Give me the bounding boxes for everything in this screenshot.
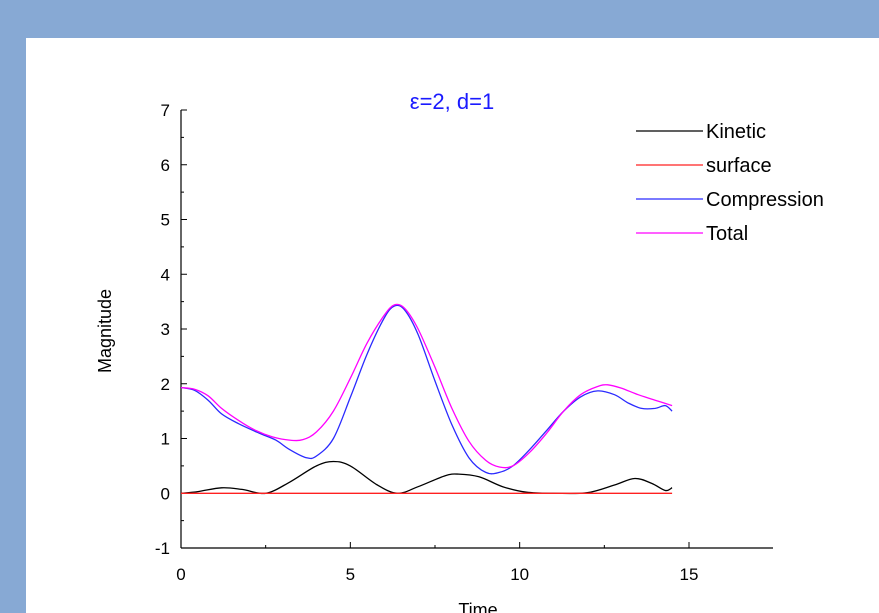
y-tick-label: 4 bbox=[161, 265, 170, 284]
x-axis-title: Time bbox=[458, 600, 497, 613]
y-tick-label: 6 bbox=[161, 156, 170, 175]
x-tick-label: 10 bbox=[510, 565, 529, 584]
y-tick-label: 1 bbox=[161, 430, 170, 449]
series-layer bbox=[180, 303, 673, 495]
legend-label-surface: surface bbox=[706, 155, 772, 177]
legend-label-total: Total bbox=[706, 223, 748, 245]
axes: -1 0 1 2 3 4 5 6 7 0 5 10 15 bbox=[155, 101, 773, 584]
y-tick-label: 2 bbox=[161, 375, 170, 394]
x-tick-label: 5 bbox=[346, 565, 355, 584]
series-line-kinetic bbox=[180, 460, 673, 495]
y-tick-label: -1 bbox=[155, 539, 170, 558]
series-line-total bbox=[180, 303, 673, 469]
y-tick-label: 7 bbox=[161, 101, 170, 120]
chart-title: ε=2, d=1 bbox=[410, 89, 494, 114]
x-tick-label: 15 bbox=[680, 565, 699, 584]
slide-background bbox=[0, 0, 879, 38]
legend: Kinetic surface Compression Total bbox=[636, 121, 824, 245]
plot-panel bbox=[26, 38, 879, 613]
y-axis-title: Magnitude bbox=[95, 289, 115, 373]
x-tick-label: 0 bbox=[176, 565, 185, 584]
y-tick-label: 0 bbox=[161, 484, 170, 503]
y-tick-label: 5 bbox=[161, 211, 170, 230]
y-tick-label: 3 bbox=[161, 320, 170, 339]
legend-label-compression: Compression bbox=[706, 189, 824, 211]
series-line-compression bbox=[180, 304, 673, 475]
legend-label-kinetic: Kinetic bbox=[706, 121, 766, 143]
